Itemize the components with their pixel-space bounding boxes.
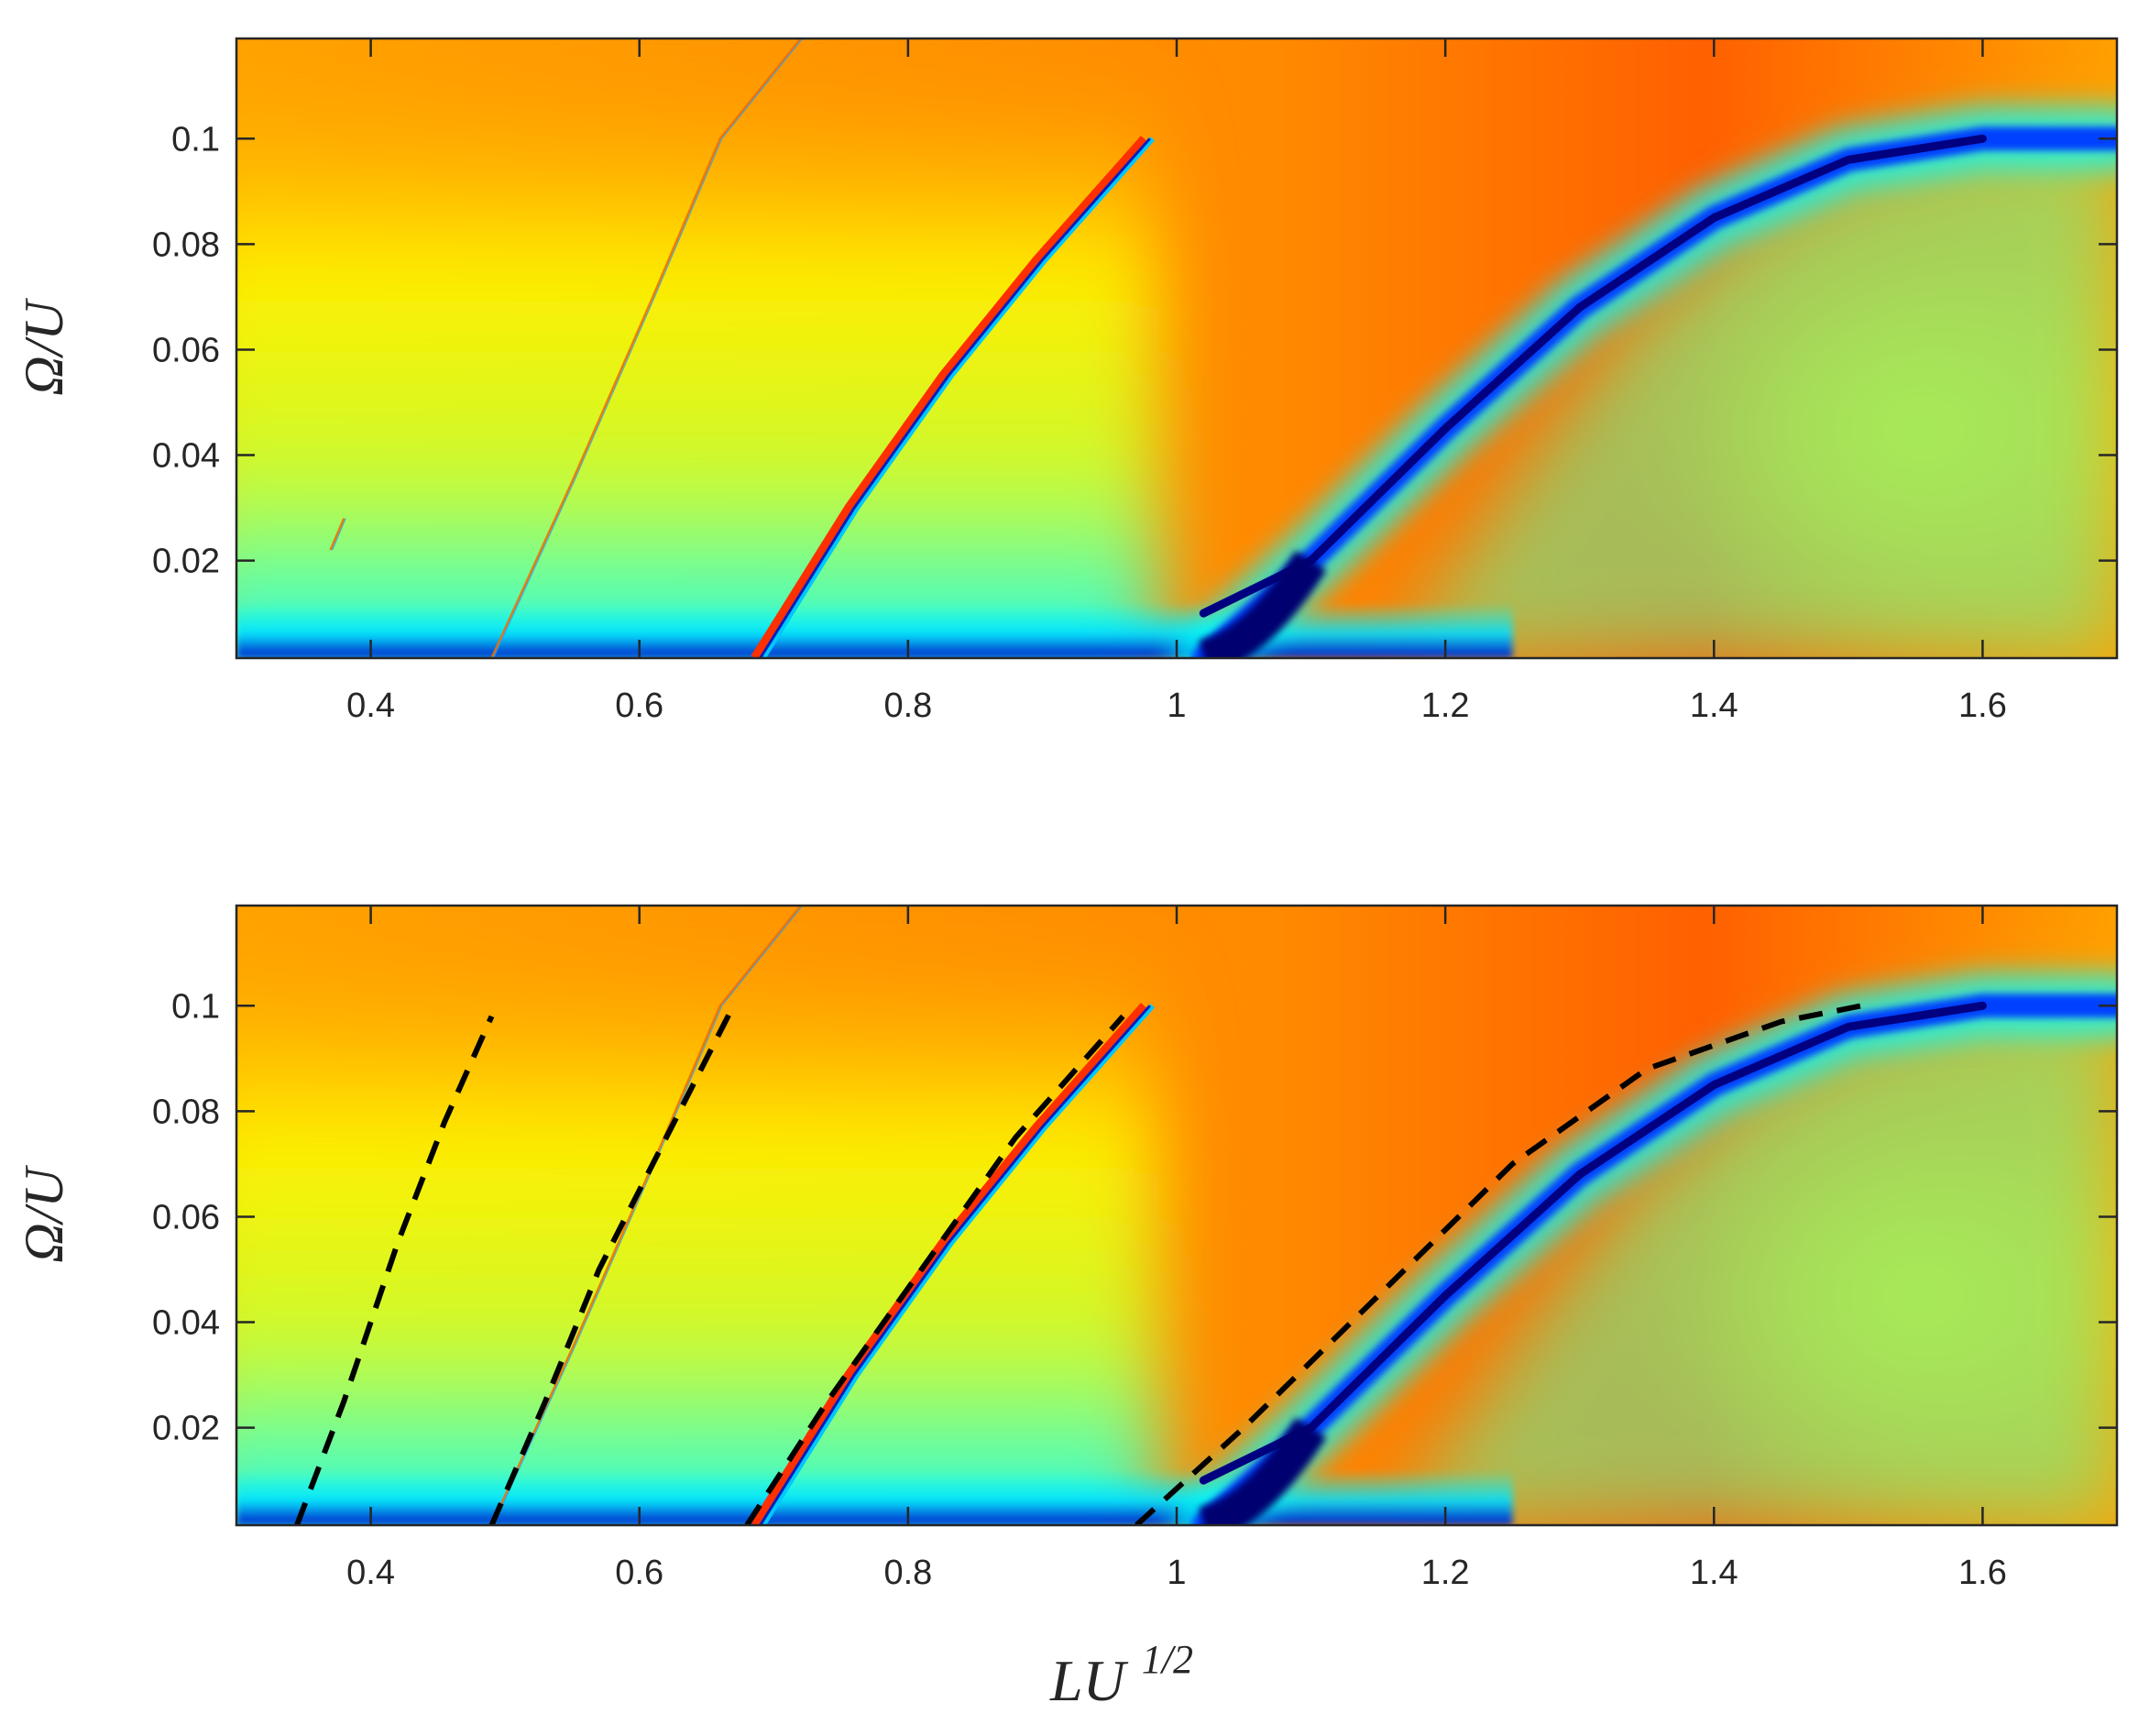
line-core (490, 38, 802, 658)
x-tick-label: 1 (1167, 1554, 1186, 1592)
dashed-curve (294, 1015, 495, 1525)
heatmap (236, 906, 2117, 1525)
x-tick-label: 1 (1167, 687, 1186, 725)
x-tick-label: 0.8 (883, 1554, 932, 1592)
x-tick-label: 1.6 (1958, 1554, 2007, 1592)
y-tick-label: 0.04 (152, 437, 220, 476)
line-core (759, 137, 1151, 658)
y-tick-label: 0.06 (152, 331, 220, 369)
bottom-xlabel: LU 1/2 (1049, 1637, 1193, 1713)
band-side-region (1177, 138, 2117, 658)
band-side-region (1177, 1005, 2117, 1525)
bottom-xlabel-base: LU (1049, 1648, 1129, 1713)
line-core (329, 518, 345, 551)
y-tick-label: 0.04 (152, 1304, 220, 1343)
x-tick-label: 1.6 (1958, 687, 2007, 725)
line-core (759, 1005, 1151, 1525)
line-edge (761, 1004, 1155, 1525)
band-foot (1198, 550, 1327, 658)
left-low-region (236, 936, 1158, 1525)
y-tick-label: 0.02 (152, 1410, 220, 1448)
line-edge (751, 1002, 1148, 1525)
y-tick-label: 0.08 (152, 1093, 220, 1131)
x-tick-label: 0.4 (346, 687, 395, 725)
line-edge (761, 137, 1155, 658)
line-edge (492, 38, 804, 658)
heatmap (236, 38, 2117, 658)
band-foot (1198, 1417, 1327, 1525)
y-tick-label: 0.02 (152, 543, 220, 581)
x-tick-label: 1.2 (1421, 687, 1470, 725)
y-tick-label: 0.1 (171, 120, 220, 159)
line-edge (751, 135, 1148, 658)
dashed-curve (1134, 1003, 1863, 1525)
x-tick-label: 1.2 (1421, 1554, 1470, 1592)
left-low-region (236, 69, 1158, 658)
y-tick-label: 0.1 (171, 987, 220, 1026)
x-tick-label: 1.4 (1690, 1554, 1738, 1592)
x-tick-label: 1.4 (1690, 687, 1738, 725)
line-edge (332, 518, 346, 551)
top-panel: 0.4 0.6 0.8 1 1.2 1.4 1.6 0.02 0.04 0.06 0.08 0.1 (152, 37, 2119, 725)
bottom-low-strip (236, 1469, 1513, 1525)
x-tick-label: 0.6 (615, 1554, 663, 1592)
y-tick-label: 0.06 (152, 1198, 220, 1236)
bottom-xlabel-superscript: 1/2 (1142, 1637, 1193, 1682)
bottom-panel: 0.4 0.6 0.8 1 1.2 1.4 1.6 0.02 0.04 0.06 0.08 0.1 (152, 904, 2119, 1592)
bottom-ylabel: Ω/U (14, 1165, 74, 1263)
x-tick-label: 0.8 (883, 687, 932, 725)
dashed-curve (744, 1014, 1125, 1525)
dashed-curve (488, 1004, 736, 1525)
bottom-low-strip (236, 602, 1513, 658)
x-tick-label: 0.6 (615, 687, 663, 725)
top-ylabel: Ω/U (14, 298, 74, 396)
x-tick-label: 0.4 (346, 1554, 395, 1592)
y-tick-label: 0.08 (152, 225, 220, 264)
